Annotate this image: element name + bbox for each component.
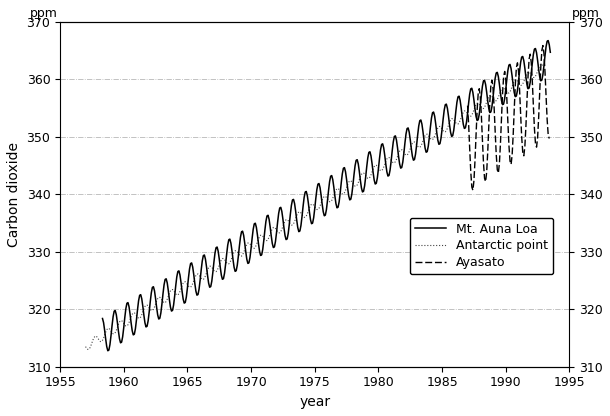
Y-axis label: Carbon dioxide: Carbon dioxide (7, 142, 21, 247)
Legend: Mt. Auna Loa, Antarctic point, Ayasato: Mt. Auna Loa, Antarctic point, Ayasato (410, 218, 553, 274)
Text: ppm: ppm (572, 7, 600, 20)
X-axis label: year: year (300, 395, 331, 409)
Text: ppm: ppm (30, 7, 57, 20)
